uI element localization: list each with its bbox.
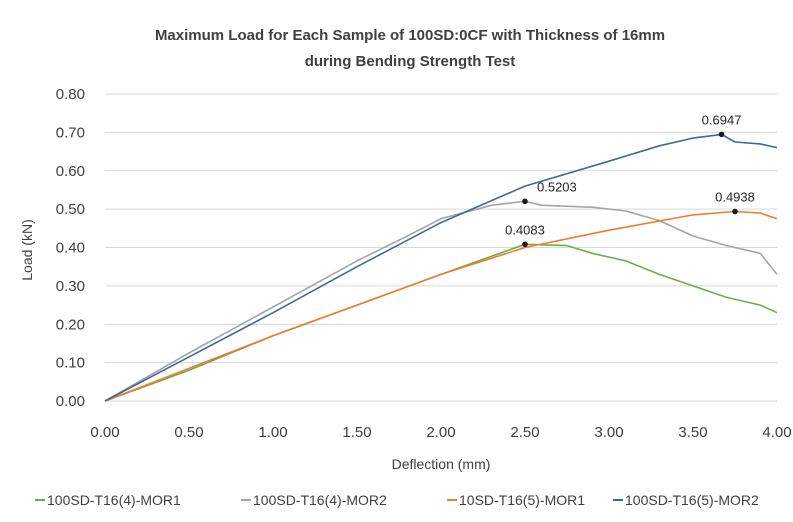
y-tick-label: 0.10 <box>56 355 85 372</box>
x-axis-ticks: 0.00 0.50 1.00 1.50 2.00 2.50 3.00 3.50 4.00 <box>90 424 791 441</box>
x-tick-label: 2.00 <box>426 424 455 441</box>
y-axis-ticks: 0.00 0.10 0.20 0.30 0.40 0.50 0.60 0.70 0.80 <box>56 86 85 410</box>
peak-value-label-1: 0.4083 <box>505 222 545 237</box>
legend-label: 100SD-T16(5)-MOR2 <box>625 492 759 508</box>
x-tick-label: 2.50 <box>510 424 539 441</box>
x-tick-label: 1.00 <box>258 424 287 441</box>
y-tick-label: 0.30 <box>56 278 85 295</box>
y-tick-label: 0.20 <box>56 316 85 333</box>
y-tick-label: 0.70 <box>56 124 85 141</box>
x-tick-label: 4.00 <box>762 424 791 441</box>
x-tick-label: 3.00 <box>594 424 623 441</box>
series-line-3 <box>104 210 778 402</box>
y-tick-label: 0.60 <box>56 163 85 180</box>
gridlines <box>105 93 777 364</box>
legend-label: 100SD-T16(4)-MOR2 <box>253 492 387 508</box>
x-tick-label: 1.50 <box>342 424 371 441</box>
legend-item-3: 10SD-T16(5)-MOR1 <box>447 492 585 508</box>
y-axis-label: Load (kN) <box>19 219 35 280</box>
peak-marker-4 <box>718 131 725 138</box>
legend-label: 100SD-T16(4)-MOR1 <box>47 492 181 508</box>
legend-item-1: 100SD-T16(4)-MOR1 <box>35 492 181 508</box>
chart-title-line-1: Maximum Load for Each Sample of 100SD:0C… <box>155 27 665 44</box>
peak-marker-1 <box>522 241 528 248</box>
peak-value-label-3: 0.4938 <box>715 190 755 205</box>
y-tick-label: 0.50 <box>56 201 85 218</box>
peak-markers: 0.4083 0.5203 0.4938 0.6947 <box>505 112 755 248</box>
peak-value-label-4: 0.6947 <box>702 112 742 127</box>
chart-title-line-2: during Bending Strength Test <box>305 53 516 70</box>
x-axis-label: Deflection (mm) <box>392 456 491 472</box>
y-tick-label: 0.80 <box>56 86 85 103</box>
peak-marker-3 <box>732 208 738 215</box>
series-line-2 <box>104 200 778 402</box>
legend-item-2: 100SD-T16(4)-MOR2 <box>241 492 387 508</box>
x-tick-label: 3.50 <box>678 424 707 441</box>
y-tick-label: 0.40 <box>56 240 85 257</box>
legend: 100SD-T16(4)-MOR1 100SD-T16(4)-MOR2 10SD-T… <box>35 492 759 508</box>
y-tick-label: 0.00 <box>56 393 85 410</box>
series-line-4 <box>104 133 778 402</box>
x-tick-label: 0.00 <box>90 424 119 441</box>
peak-value-label-2: 0.5203 <box>537 179 577 194</box>
x-tick-label: 0.50 <box>174 424 203 441</box>
legend-item-4: 100SD-T16(5)-MOR2 <box>613 492 759 508</box>
series-lines <box>104 133 778 402</box>
legend-label: 10SD-T16(5)-MOR1 <box>459 492 585 508</box>
series-line-1 <box>104 243 778 402</box>
peak-marker-2 <box>522 198 528 205</box>
